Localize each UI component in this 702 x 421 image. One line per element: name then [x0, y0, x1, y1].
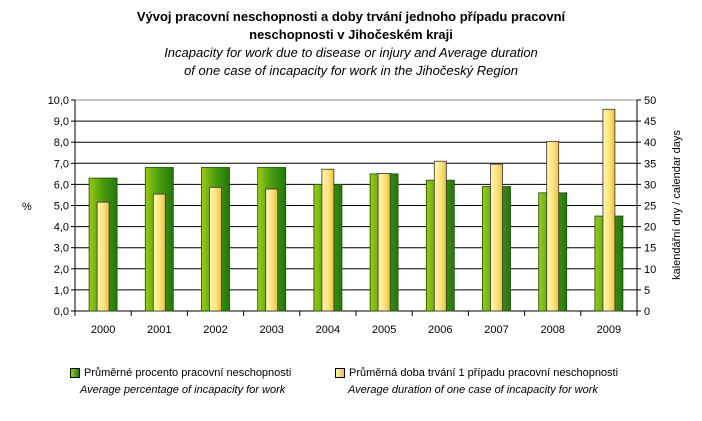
y-right-tick-label: 50 [644, 95, 656, 107]
x-tick-label: 2005 [372, 324, 396, 336]
y-left-tick-label: 9,0 [54, 116, 69, 128]
y-left-tick-label: 5,0 [54, 201, 69, 213]
y-left-tick-label: 3,0 [54, 243, 69, 255]
y-left-tick-label: 7,0 [54, 158, 69, 170]
legend-item-percentage: Průměrné procento pracovní neschopnosti [70, 367, 291, 379]
y-left-tick-label: 2,0 [54, 264, 69, 276]
legend-label: Průměrné procento pracovní neschopnosti [84, 367, 292, 379]
x-tick-label: 2009 [597, 324, 621, 336]
y-right-tick-label: 40 [644, 137, 656, 149]
bar-duration [377, 173, 391, 312]
x-tick-label: 2000 [91, 324, 115, 336]
x-tick-label: 2001 [147, 324, 171, 336]
x-tick-label: 2003 [259, 324, 283, 336]
bar-duration [265, 188, 279, 312]
x-tick-label: 2004 [316, 324, 340, 336]
y-left-tick-label: 1,0 [54, 285, 69, 297]
y-right-tick-label: 35 [644, 158, 656, 170]
chart-title-en-1: Incapacity for work due to disease or in… [164, 45, 538, 60]
y-right-tick-label: 25 [644, 201, 656, 213]
y-left-tick-label: 6,0 [54, 179, 69, 191]
x-tick-label: 2006 [428, 324, 452, 336]
legend-swatch-green [70, 368, 80, 379]
legend-label: Průměrná doba trvání 1 případu pracovní … [349, 367, 619, 379]
y-left-tick-label: 0,0 [54, 306, 69, 318]
y-left-tick-label: 8,0 [54, 137, 69, 149]
y-right-tick-label: 20 [644, 222, 656, 234]
y-left-tick-label: 10,0 [48, 95, 69, 107]
chart-title-cz-1: Vývoj pracovní neschopnosti a doby trván… [136, 9, 566, 24]
legend-label-en: Average percentage of incapacity for wor… [80, 384, 286, 396]
bar-duration [209, 186, 222, 312]
y-right-tick-label: 30 [644, 179, 656, 191]
x-tick-label: 2002 [203, 324, 227, 336]
y-right-tick-label: 5 [644, 285, 650, 297]
bar-duration [152, 193, 166, 312]
bar-duration [490, 163, 503, 312]
x-tick-label: 2008 [540, 324, 564, 336]
y-right-tick-label: 10 [644, 264, 656, 276]
y-left-label: % [22, 201, 32, 213]
bar-duration [433, 160, 447, 312]
y-right-tick-label: 0 [644, 306, 650, 318]
legend-swatch-yellow [335, 368, 345, 379]
legend-label-en: Average duration of one case of incapaci… [348, 384, 598, 396]
bar-duration [321, 168, 335, 312]
y-right-tick-label: 45 [644, 116, 656, 128]
bar-duration [546, 140, 560, 312]
chart-title-en-2: of one case of incapacity for work in th… [184, 63, 518, 78]
y-right-label: kalendářní dny / calendar days [671, 130, 683, 280]
y-right-tick-label: 15 [644, 243, 656, 255]
legend-item-duration: Průměrná doba trvání 1 případu pracovní … [335, 367, 618, 379]
y-left-tick-label: 4,0 [54, 222, 69, 234]
chart-title-cz-2: neschopnosti v Jihočeském kraji [249, 27, 453, 42]
bar-duration [96, 201, 110, 312]
bar-duration [602, 108, 616, 312]
x-tick-label: 2007 [484, 324, 508, 336]
